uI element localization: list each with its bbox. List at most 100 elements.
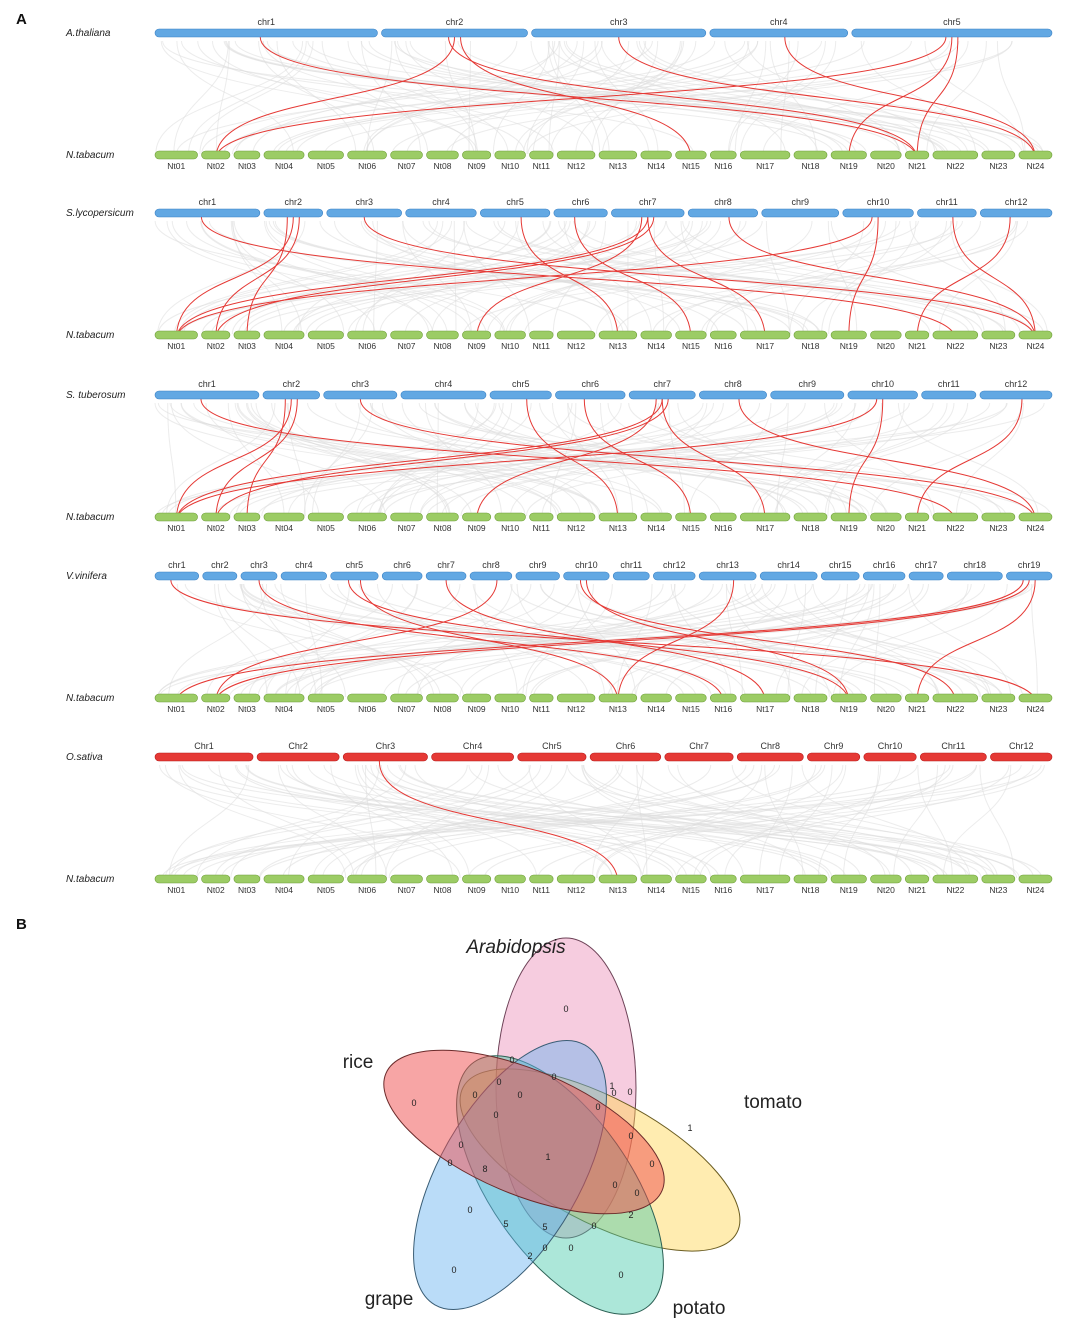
background-link [217, 583, 301, 698]
ref-chromosome-label: chr8 [724, 379, 742, 389]
background-link [789, 220, 865, 335]
background-link [262, 40, 962, 155]
tobacco-chromosome-label: Nt24 [1026, 523, 1044, 533]
background-link [552, 220, 606, 335]
ref-chromosome-label: chr3 [352, 379, 370, 389]
tobacco-chromosome-bar [347, 330, 387, 340]
ref-chromosome-label: chr14 [777, 560, 800, 570]
tobacco-chromosome-bar [263, 512, 305, 522]
ref-chromosome-bar [919, 752, 987, 762]
background-link [265, 220, 506, 335]
tobacco-chromosome-bar [932, 693, 979, 703]
ref-chromosome-label: chr5 [512, 379, 530, 389]
tobacco-chromosome-label: Nt18 [802, 341, 820, 351]
ref-chromosome-label: chr2 [283, 379, 301, 389]
background-link [252, 40, 518, 155]
tobacco-chromosome-bar [739, 693, 791, 703]
ref-chromosome-label: Chr10 [878, 741, 903, 751]
venn-count: 0 [472, 1090, 477, 1100]
background-link [154, 402, 560, 517]
background-link [368, 402, 622, 517]
ref-chromosome-label: chr10 [575, 560, 598, 570]
ref-chromosome-bar [979, 390, 1053, 400]
tobacco-chromosome-label: Nt22 [946, 523, 964, 533]
synteny-link [848, 216, 879, 340]
background-link [287, 402, 495, 517]
tobacco-chromosome-bar [307, 874, 344, 884]
venn-region-counts: 0 0 1 0 0 0 0 1 0 0 0 0 0 1 0 0 0 0 0 8 … [411, 1004, 692, 1280]
background-link [839, 583, 875, 698]
synteny-link [583, 398, 692, 522]
tobacco-chromosome-bar [870, 874, 902, 884]
background-link [897, 402, 1039, 517]
background-link [677, 402, 848, 517]
background-link [370, 764, 644, 879]
background-link [498, 402, 865, 517]
tobacco-chromosome-label: Nt20 [877, 704, 895, 714]
venn-count: 0 [447, 1158, 452, 1168]
background-link [363, 220, 820, 335]
tobacco-chromosome-label: Nt02 [207, 704, 225, 714]
background-link [801, 220, 948, 335]
ref-chromosome-label: chr9 [529, 560, 547, 570]
tobacco-chromosome-label: Nt09 [468, 341, 486, 351]
venn-count: 2 [628, 1210, 633, 1220]
venn-count: 0 [509, 1055, 514, 1065]
tobacco-chromosome-bar [201, 330, 231, 340]
tobacco-chromosome-label: Nt05 [317, 523, 335, 533]
synteny-link [574, 216, 692, 340]
background-link [583, 764, 1034, 879]
background-link [160, 40, 479, 155]
background-link [320, 583, 833, 698]
tobacco-chromosome-bar [154, 150, 198, 160]
tobacco-chromosome-bar [390, 330, 423, 340]
tobacco-chromosome-bar [981, 330, 1016, 340]
synteny-link [448, 36, 918, 160]
synteny-link [359, 398, 1036, 522]
ref-chromosome-label: chr6 [572, 197, 590, 207]
ref-chromosome-label: Chr11 [941, 741, 965, 751]
venn-count: 0 [612, 1180, 617, 1190]
background-link [171, 220, 434, 335]
ref-chromosome-bar [921, 390, 977, 400]
tobacco-chromosome-bar [263, 150, 305, 160]
synteny-block: V.vinifera N.tabacum chr1 chr2 chr3 chr4 chr5 c… [66, 560, 1053, 714]
tobacco-chromosome-label: Nt12 [567, 523, 585, 533]
synteny-link [520, 216, 619, 340]
ref-chromosome-label: chr6 [582, 379, 600, 389]
background-link [303, 402, 374, 517]
tobacco-chromosome-label: Nt16 [714, 885, 732, 895]
venn-count: 0 [634, 1188, 639, 1198]
tobacco-chromosome-label: Nt06 [358, 523, 376, 533]
tobacco-chromosome-bar [739, 874, 791, 884]
tobacco-chromosome-label: Nt03 [238, 704, 256, 714]
background-link [676, 764, 1010, 879]
ref-chromosome-label: Chr12 [1009, 741, 1034, 751]
background-link [1030, 583, 1038, 698]
background-link [379, 402, 479, 517]
ref-chromosome-label: chr12 [1005, 379, 1028, 389]
background-link [514, 40, 697, 155]
venn-count: 0 [458, 1140, 463, 1150]
synteny-link [215, 398, 669, 522]
venn-diagram: Arabidopsis rice tomato grape potato 0 0… [343, 937, 802, 1319]
tobacco-chromosome-label: Nt17 [756, 161, 774, 171]
tobacco-chromosome-label: Nt10 [501, 341, 519, 351]
background-link [497, 764, 861, 879]
tobacco-chromosome-bar [932, 874, 979, 884]
tobacco-chromosome-label: Nt15 [682, 341, 700, 351]
tobacco-chromosome-label: Nt17 [756, 341, 774, 351]
tobacco-chromosome-bar [529, 150, 554, 160]
tobacco-chromosome-bar [904, 874, 930, 884]
tobacco-chromosome-label: Nt07 [398, 341, 416, 351]
background-link [277, 40, 865, 155]
ref-chromosome-label: chr9 [792, 197, 810, 207]
ref-chromosome-label: chr8 [714, 197, 732, 207]
tobacco-chromosome-label: Nt11 [533, 704, 551, 714]
background-link [372, 220, 624, 335]
tobacco-chromosome-label: Nt02 [207, 161, 225, 171]
background-link [652, 220, 1029, 335]
tobacco-chromosome-label: Nt22 [946, 885, 964, 895]
background-link [979, 764, 1015, 879]
tobacco-chromosome-bar [793, 693, 828, 703]
